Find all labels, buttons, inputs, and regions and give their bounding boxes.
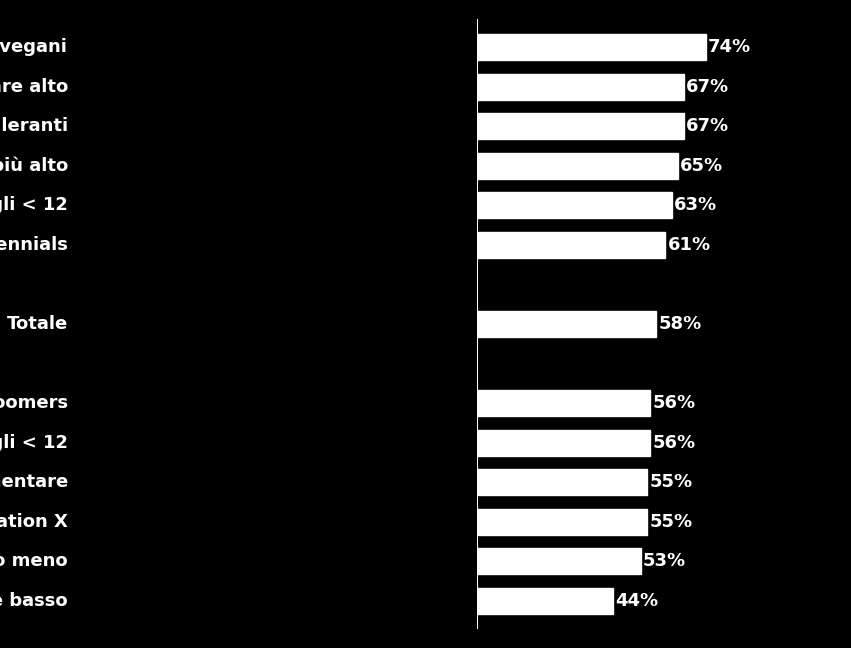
Text: 56%: 56%	[653, 434, 695, 452]
Text: 67%: 67%	[687, 117, 729, 135]
Text: 74%: 74%	[708, 38, 751, 56]
Bar	[477, 232, 665, 258]
Text: 63%: 63%	[674, 196, 717, 214]
Text: 58%: 58%	[659, 315, 702, 333]
Text: Nessun problema alimentare: Nessun problema alimentare	[0, 473, 68, 491]
Bar	[477, 548, 641, 574]
Bar	[477, 390, 650, 416]
Text: Reddito mensile familiare alto: Reddito mensile familiare alto	[0, 78, 68, 96]
Text: Licenza media superiore o meno: Licenza media superiore o meno	[0, 552, 68, 570]
Bar	[477, 509, 647, 535]
Text: Totale: Totale	[7, 315, 68, 333]
Text: Millennials: Millennials	[0, 236, 68, 254]
Text: Intolleranti: Intolleranti	[0, 117, 68, 135]
Text: Reddito mensile familiare basso: Reddito mensile familiare basso	[0, 592, 68, 610]
Bar	[477, 588, 613, 614]
Text: 65%: 65%	[680, 157, 723, 175]
Text: 56%: 56%	[653, 394, 695, 412]
Text: 53%: 53%	[643, 552, 686, 570]
Text: Generation X: Generation X	[0, 513, 68, 531]
Text: 67%: 67%	[687, 78, 729, 96]
Bar	[477, 34, 705, 60]
Text: 55%: 55%	[649, 513, 693, 531]
Text: Figli < 12: Figli < 12	[0, 196, 68, 214]
Bar	[477, 153, 677, 179]
Bar	[477, 113, 684, 139]
Text: 61%: 61%	[668, 236, 711, 254]
Text: 55%: 55%	[649, 473, 693, 491]
Bar	[477, 469, 647, 495]
Bar	[477, 74, 684, 100]
Bar	[477, 311, 656, 337]
Text: 44%: 44%	[615, 592, 659, 610]
Bar	[477, 430, 650, 456]
Text: No figli < 12: No figli < 12	[0, 434, 68, 452]
Text: Baby Boomers: Baby Boomers	[0, 394, 68, 412]
Text: Vegetariani/vegani: Vegetariani/vegani	[0, 38, 68, 56]
Text: Laurea triennale o titolo più alto: Laurea triennale o titolo più alto	[0, 157, 68, 175]
Bar	[477, 192, 671, 218]
